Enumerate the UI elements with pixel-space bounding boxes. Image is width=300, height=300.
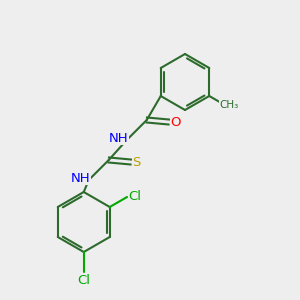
- Text: Cl: Cl: [129, 190, 142, 203]
- Text: NH: NH: [71, 172, 91, 184]
- Text: NH: NH: [109, 131, 129, 145]
- Text: CH₃: CH₃: [219, 100, 238, 110]
- Text: O: O: [170, 116, 181, 128]
- Text: Cl: Cl: [77, 274, 90, 286]
- Text: S: S: [133, 155, 141, 169]
